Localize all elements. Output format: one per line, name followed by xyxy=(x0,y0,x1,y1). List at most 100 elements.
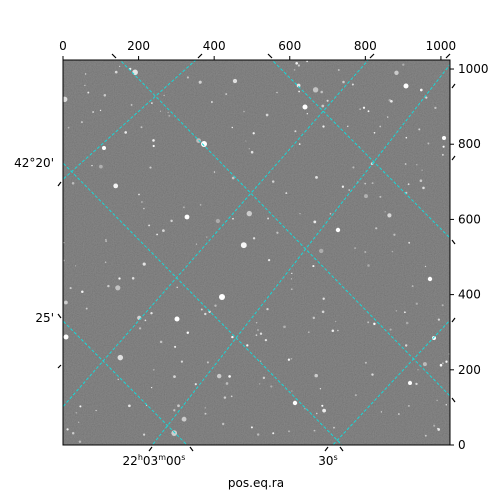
star xyxy=(407,404,410,407)
star xyxy=(421,169,423,171)
star xyxy=(276,91,278,94)
star xyxy=(437,427,439,430)
star xyxy=(335,320,337,323)
star xyxy=(231,176,235,180)
star xyxy=(213,171,216,173)
star xyxy=(295,61,299,65)
star xyxy=(308,331,310,333)
star xyxy=(290,357,293,360)
star xyxy=(352,166,355,169)
star xyxy=(434,106,437,110)
world-tick-8 xyxy=(339,446,344,452)
star xyxy=(424,434,427,437)
star xyxy=(316,412,318,415)
star xyxy=(393,233,396,236)
star xyxy=(159,340,163,344)
star xyxy=(99,109,102,112)
star xyxy=(250,150,254,154)
world-tick-1 xyxy=(197,53,203,59)
star xyxy=(445,360,448,363)
bright-star xyxy=(408,381,412,385)
coordinate-grid xyxy=(63,60,450,445)
star xyxy=(78,440,82,443)
star xyxy=(231,335,234,339)
grid-line-dec-1 xyxy=(63,60,369,408)
star xyxy=(425,96,428,99)
star xyxy=(319,248,324,254)
world-tick-13 xyxy=(451,155,456,161)
right-tick-label-3: 600 xyxy=(458,212,481,226)
ra-tick-label-2: 30s xyxy=(318,453,337,468)
world-tick-2 xyxy=(267,53,273,59)
star xyxy=(182,206,185,209)
star xyxy=(143,433,146,436)
star xyxy=(373,322,376,326)
star xyxy=(258,383,261,385)
star xyxy=(78,421,80,423)
star xyxy=(204,312,207,316)
star xyxy=(288,430,290,433)
star xyxy=(143,207,145,210)
star xyxy=(320,90,323,94)
grid-line-ra-1 xyxy=(63,162,343,445)
star xyxy=(140,201,143,203)
star xyxy=(389,328,392,331)
star xyxy=(173,375,176,378)
star xyxy=(92,111,94,113)
star xyxy=(80,121,83,124)
star xyxy=(342,80,345,84)
star xyxy=(104,261,107,263)
star xyxy=(215,218,221,224)
star xyxy=(319,388,322,390)
star xyxy=(390,99,393,103)
star xyxy=(232,78,238,84)
bright-star xyxy=(427,276,433,282)
star xyxy=(225,382,229,385)
star xyxy=(117,378,119,380)
star xyxy=(255,322,258,324)
world-tick-4 xyxy=(445,53,451,59)
star xyxy=(159,110,162,112)
star xyxy=(322,408,326,413)
star xyxy=(312,316,316,320)
star xyxy=(441,304,444,307)
star xyxy=(298,90,300,93)
world-tick-11 xyxy=(57,364,62,369)
star xyxy=(245,140,247,142)
star xyxy=(290,278,293,280)
bright-star xyxy=(201,141,207,147)
star xyxy=(195,243,198,245)
grid-line-ra-2 xyxy=(63,320,188,445)
star xyxy=(267,258,271,262)
star xyxy=(398,413,400,415)
pixel-axis-ticks: 0 200 400 600 800 1000 0 200 400 600 800 1000 xyxy=(59,39,488,452)
plot-frame xyxy=(62,59,451,446)
star xyxy=(66,428,69,431)
star xyxy=(395,310,398,312)
star xyxy=(252,132,255,135)
star xyxy=(419,88,423,92)
star xyxy=(287,358,291,361)
star xyxy=(290,288,293,291)
star xyxy=(115,285,121,291)
star xyxy=(367,321,370,324)
star xyxy=(200,308,203,311)
star xyxy=(379,195,382,198)
star xyxy=(107,284,110,288)
grid-line-dec-0 xyxy=(63,60,197,180)
star xyxy=(216,373,222,379)
star xyxy=(240,242,247,249)
star xyxy=(364,250,367,254)
star xyxy=(113,183,119,189)
star xyxy=(304,408,306,410)
star xyxy=(250,426,253,429)
star xyxy=(348,189,350,191)
star xyxy=(411,285,414,288)
star xyxy=(418,128,421,131)
sky-noise xyxy=(63,60,450,445)
star xyxy=(84,84,86,87)
star xyxy=(306,113,308,115)
star xyxy=(176,286,178,289)
star xyxy=(186,76,189,79)
star xyxy=(71,432,75,435)
